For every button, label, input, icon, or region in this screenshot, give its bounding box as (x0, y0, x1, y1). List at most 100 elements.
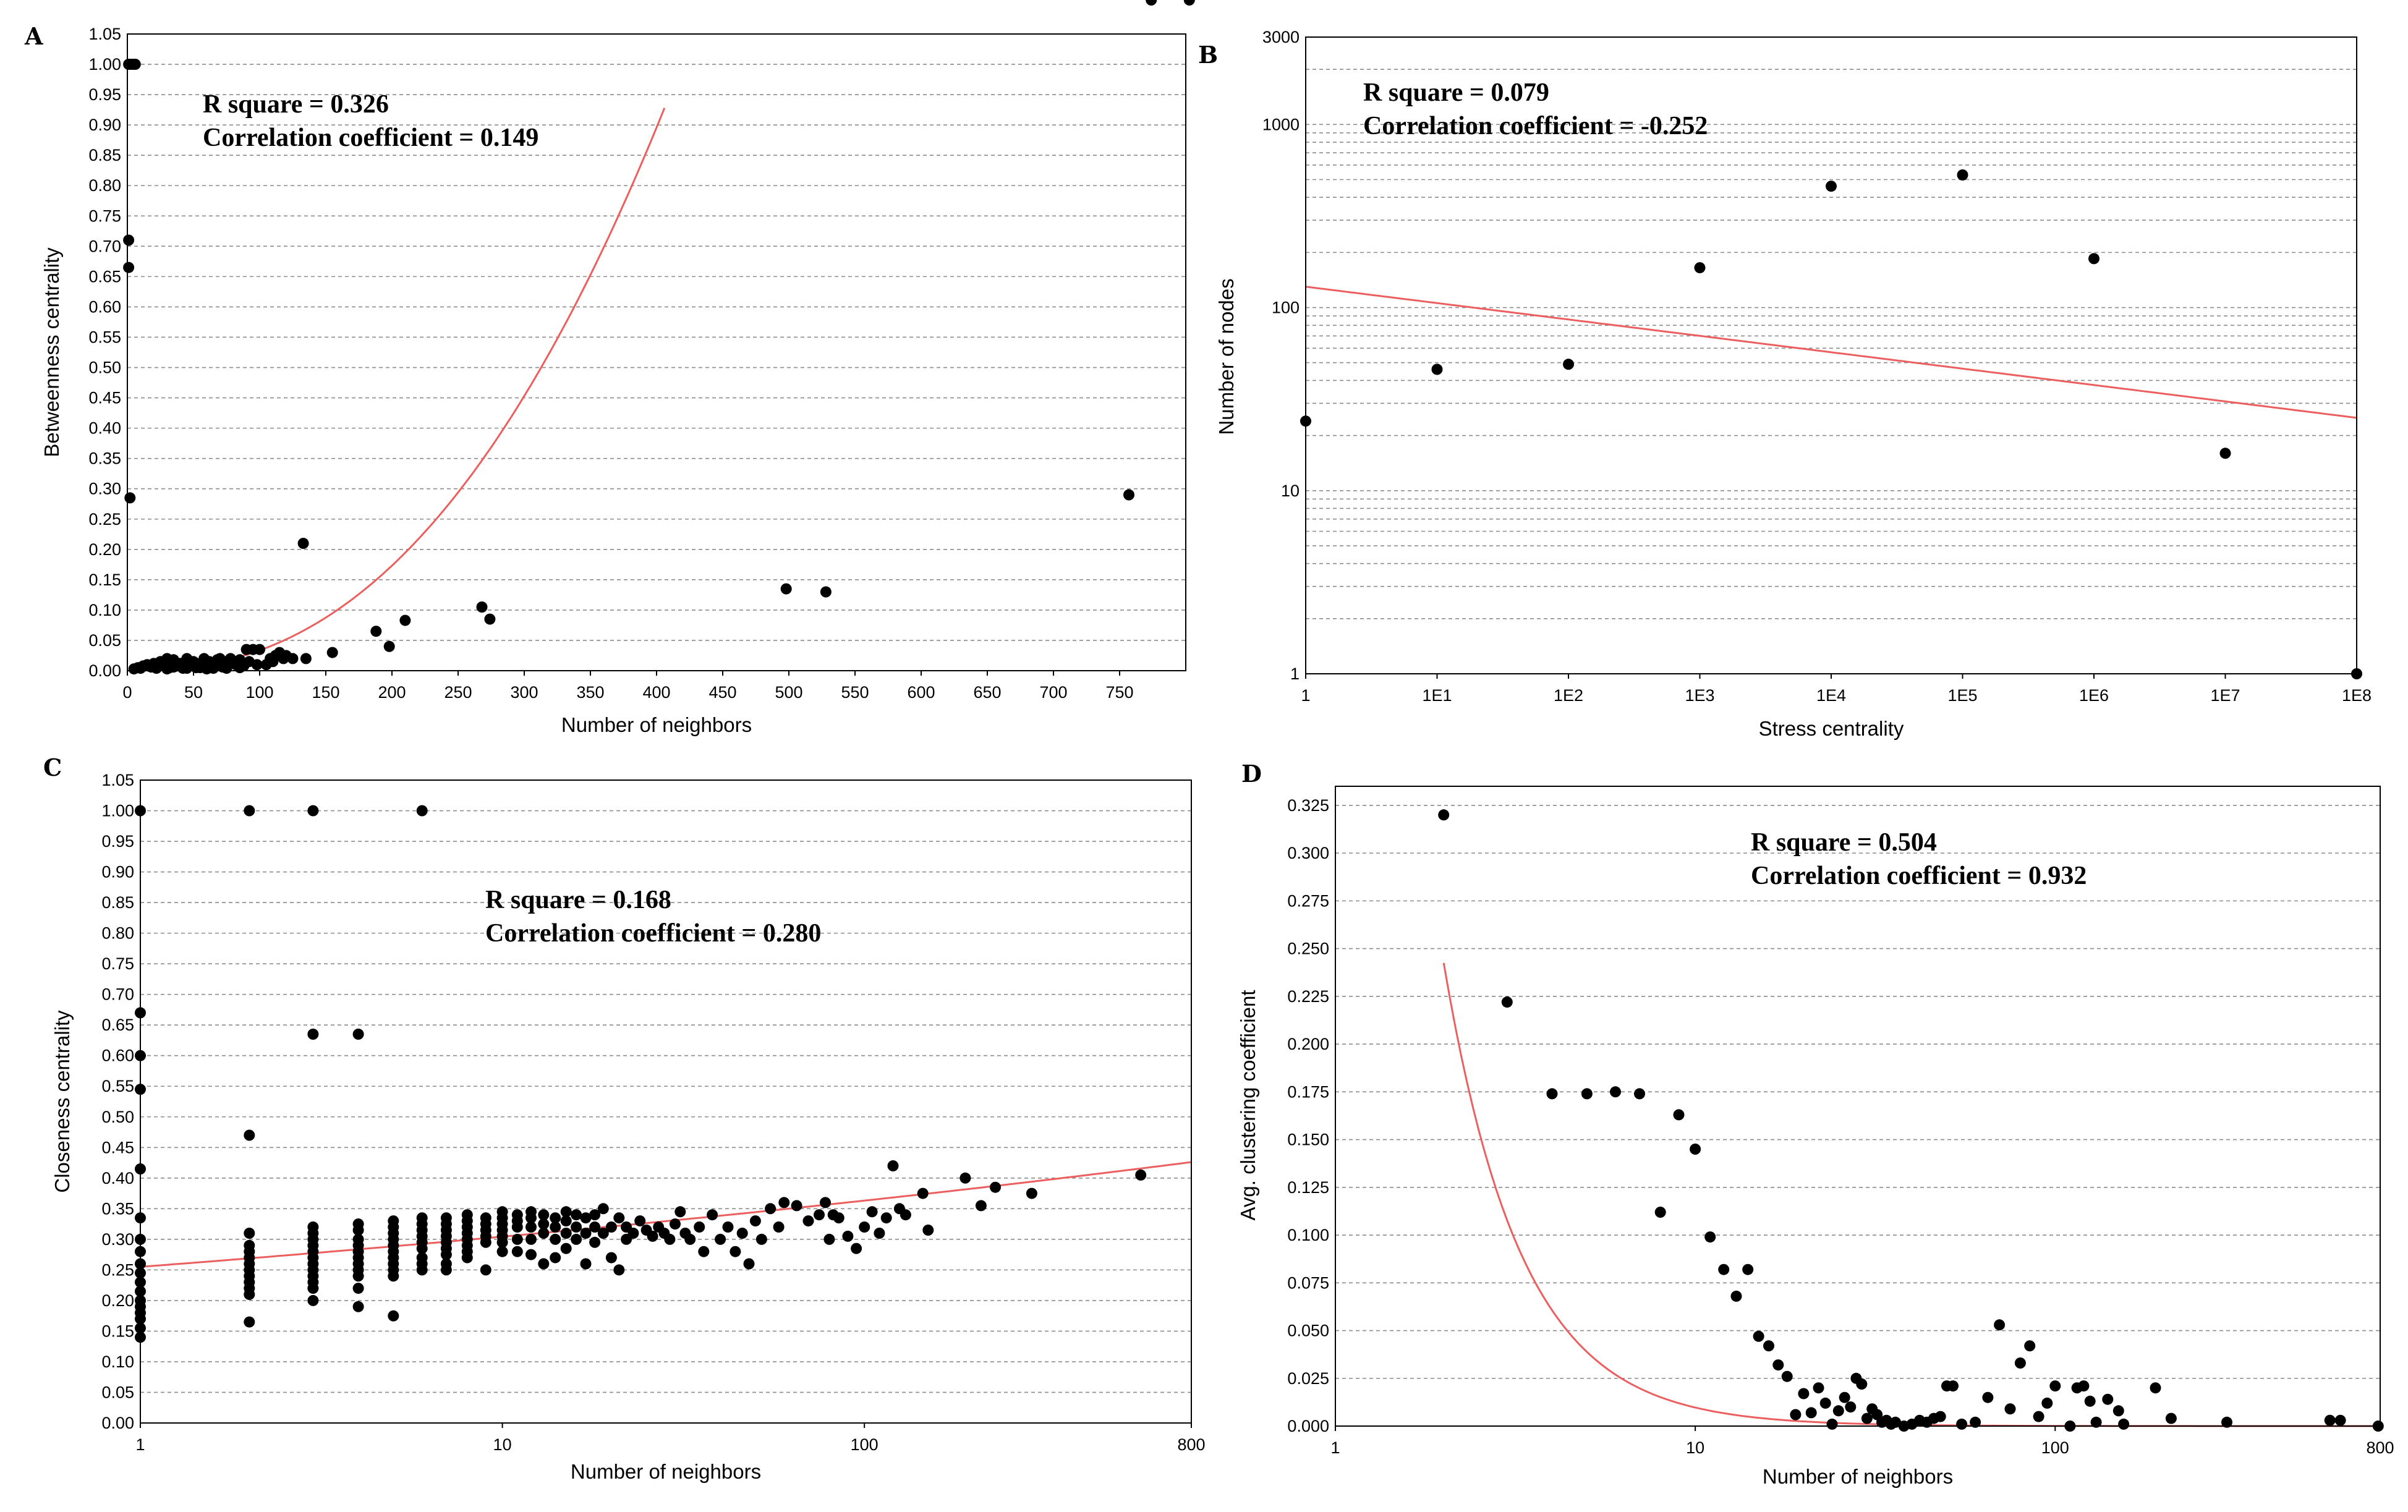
panel-c-x-tick-label: 10 (493, 1435, 512, 1454)
panel-c-data-point (550, 1221, 561, 1233)
panel-d-x-ticks: 1 10 100 800 (1330, 1426, 2394, 1457)
panel-c-data-point (560, 1206, 572, 1218)
panel-d-data-point (1856, 1378, 1868, 1390)
panel-c-data-point (307, 1283, 319, 1294)
panel-c-y-tick-label: 1.05 (101, 771, 134, 789)
panel-c-data-point (874, 1228, 885, 1239)
panel-d-data-point (1934, 1411, 1946, 1422)
panel-a-x-tick-label: 600 (907, 683, 935, 702)
panel-c-data-point (814, 1209, 825, 1221)
panel-b-data-point (1957, 169, 1968, 181)
panel-d-data-point (1610, 1086, 1621, 1098)
panel-a-correlation: Correlation coefficient = 0.149 (203, 124, 538, 152)
panel-c-data-point (1183, 0, 1195, 6)
panel-c-data-point (511, 1233, 523, 1245)
panel-a-data-point (370, 626, 382, 637)
panel-c-data-point (571, 1209, 582, 1221)
panel-c-data-point (765, 1203, 776, 1215)
panel-a-data-point (254, 643, 265, 655)
panel-c-data-point (440, 1264, 452, 1276)
panel-c-data-point (880, 1212, 892, 1224)
panel-c-data-point (352, 1270, 364, 1282)
panel-a-x-tick-label: 300 (510, 683, 538, 702)
panel-d-data-point (1832, 1405, 1844, 1417)
panel-d-y-tick-label: 0.025 (1287, 1369, 1329, 1388)
panel-c-data-point (538, 1258, 550, 1270)
panel-c-data-point (496, 1236, 508, 1248)
panel-a-y-tick-label: 0.30 (88, 480, 121, 498)
panel-d-x-tick-label: 800 (2366, 1438, 2394, 1457)
panel-d-data-point (1718, 1264, 1730, 1275)
panel-d-plot-frame (1335, 786, 2381, 1427)
panel-c-data-point (707, 1209, 718, 1221)
panel-c-data-point (550, 1252, 561, 1264)
panel-d-data-point (2118, 1418, 2130, 1430)
panel-c-y-tick-label: 0.85 (101, 893, 134, 912)
panel-c-data-point (975, 1200, 987, 1212)
panel-d-data-point (1581, 1088, 1593, 1100)
panel-a-y-tick-label: 1.05 (88, 25, 121, 43)
panel-a-y-tick-label: 0.90 (88, 116, 121, 134)
panel-d-data-point (2102, 1393, 2114, 1405)
panel-c-data-point (560, 1228, 572, 1239)
panel-a-x-tick-label: 650 (973, 683, 1001, 702)
panel-c-data-point (244, 805, 255, 817)
panel-d-x-axis-title: Number of neighbors (1763, 1465, 1953, 1488)
panel-c-data-point (511, 1246, 523, 1257)
panel-c-y-tick-label: 0.35 (101, 1199, 134, 1218)
panel-a-data-point (221, 663, 232, 674)
panel-c-gridlines (140, 779, 1191, 1393)
panel-c-data-point (525, 1212, 537, 1224)
panel-a-data-point (251, 659, 263, 671)
panel-a-x-tick-label: 200 (378, 683, 406, 702)
panel-c-data-point (244, 1289, 255, 1300)
panel-c-data-point (755, 1233, 767, 1245)
panel-d-data-point (1501, 996, 1513, 1008)
panel-a-y-tick-label: 0.40 (88, 419, 121, 438)
panel-c-y-tick-label: 0.50 (101, 1108, 134, 1126)
panel-a-y-tick-label: 0.10 (88, 601, 121, 619)
panel-d-x-tick-label: 10 (1686, 1438, 1704, 1457)
panel-b-data-point (2088, 253, 2100, 265)
panel-c-data-point (605, 1221, 617, 1233)
panel-c-y-tick-label: 0.70 (101, 985, 134, 1004)
panel-c-data-point (670, 1218, 681, 1230)
panel-a-data-point (208, 663, 219, 674)
panel-c-y-tick-label: 0.40 (101, 1169, 134, 1187)
panel-b-y-tick-label: 10 (1281, 482, 1300, 500)
panel-a-y-tick-label: 0.45 (88, 389, 121, 407)
panel-b-data-point (2219, 448, 2231, 459)
panel-a-y-tick-label: 0.70 (88, 237, 121, 255)
panel-c-data-point (244, 1129, 255, 1141)
panel-d-data-point (2165, 1412, 2177, 1424)
panel-a-data-point (383, 640, 395, 652)
panel-a-y-tick-label: 0.50 (88, 359, 121, 377)
panel-d-y-tick-label: 0.225 (1287, 987, 1329, 1006)
panel-b-points (1300, 169, 2362, 679)
panel-c-letter: C (43, 754, 62, 781)
panel-a-data-point (234, 662, 245, 674)
panel-b-x-tick-label: 1E5 (1947, 686, 1977, 705)
panel-c-data-point (480, 1236, 491, 1248)
panel-b: B 1 1E1 1E2 1E3 1E4 1E5 1E6 1E7 1E8 1 10 100 1000 30… (1198, 28, 2372, 740)
panel-c-data-point (851, 1242, 862, 1254)
panel-d-data-point (2324, 1414, 2336, 1426)
panel-d-x-tick-label: 100 (2041, 1438, 2069, 1457)
panel-b-y-tick-label: 100 (1272, 299, 1300, 317)
panel-d-data-point (2078, 1380, 2090, 1392)
panel-c-data-point (416, 805, 428, 817)
panel-a-y-tick-label: 0.15 (88, 571, 121, 589)
panel-c-data-point (722, 1221, 734, 1233)
panel-b-y-axis-title: Number of nodes (1215, 278, 1238, 435)
panel-a-data-point (287, 653, 299, 665)
panel-c-data-point (736, 1228, 748, 1239)
panel-a-y-tick-label: 0.85 (88, 146, 121, 164)
panel-a-y-tick-label: 0.65 (88, 267, 121, 286)
panel-d-data-point (2024, 1340, 2036, 1352)
panel-a-x-tick-label: 750 (1105, 683, 1133, 702)
panel-c-data-point (580, 1258, 592, 1270)
panel-d: D 1 10 100 800 0.000 0.025 0.050 0.075 0.100 0.1… (1236, 760, 2394, 1488)
panel-c-data-point (244, 1316, 255, 1328)
panel-c-data-point (416, 1264, 428, 1276)
panel-c-data-point (922, 1225, 934, 1236)
